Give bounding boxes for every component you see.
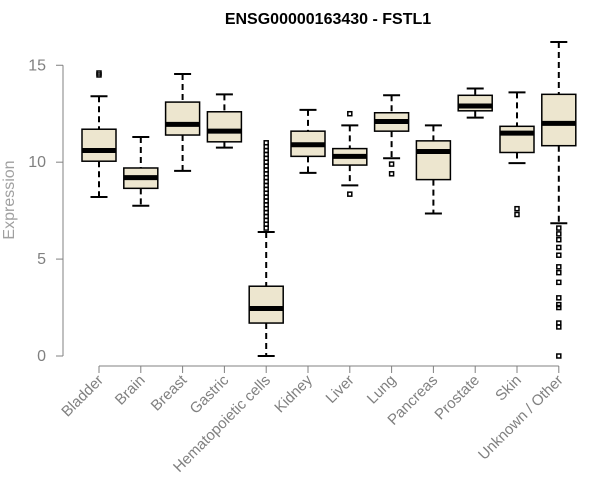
outlier-point [556, 269, 562, 276]
box-iqr [499, 125, 535, 154]
outlier-point [556, 279, 562, 286]
box-bladder [81, 70, 117, 199]
x-tick-label: Brain [112, 372, 149, 409]
box-liver [332, 110, 368, 197]
x-tick-label: Breast [148, 371, 191, 414]
box-pancreas [415, 124, 452, 215]
y-axis: 0 5 10 15 [28, 57, 64, 365]
box-iqr [164, 101, 201, 136]
x-tick-label: Lung [364, 372, 400, 408]
x-tick-label: Kidney [271, 371, 316, 416]
outlier-point [556, 236, 562, 243]
box-gastric [206, 93, 243, 149]
box-brain [123, 135, 159, 207]
x-tick-label: Liver [323, 372, 358, 407]
outlier-point [556, 320, 562, 326]
outlier-point [514, 205, 520, 212]
box-unknown-other [541, 41, 577, 359]
y-tick-label: 5 [37, 251, 46, 268]
box-iqr [81, 128, 117, 162]
box-lung [373, 94, 410, 177]
y-tick-label: 15 [28, 57, 46, 74]
boxes-group [81, 41, 577, 359]
outlier-point [556, 244, 562, 251]
x-tick-label: Skin [492, 372, 525, 405]
box-iqr [415, 140, 452, 181]
outlier-point [556, 264, 562, 270]
box-hematopoietic-cells [248, 140, 284, 357]
outlier-point [263, 140, 269, 146]
outlier-point [556, 295, 562, 301]
box-iqr [541, 93, 577, 147]
x-tick-label: Prostate [431, 372, 483, 424]
box-iqr [206, 111, 243, 143]
box-iqr [248, 285, 284, 324]
outlier-point [96, 70, 102, 76]
y-axis-title: Expression [1, 160, 18, 239]
outlier-point [388, 171, 395, 177]
outlier-point [556, 301, 562, 308]
outlier-point [347, 191, 353, 197]
box-iqr [457, 94, 493, 112]
outlier-point [556, 225, 562, 231]
outlier-point [556, 231, 562, 237]
x-tick-label: Bladder [58, 372, 107, 421]
outlier-point [556, 353, 562, 359]
outlier-point [556, 304, 562, 311]
y-tick-label: 10 [28, 154, 46, 171]
box-breast [164, 72, 201, 172]
chart-title: ENSG00000163430 - FSTL1 [225, 11, 431, 28]
box-kidney [290, 108, 326, 174]
outlier-point [347, 110, 353, 117]
outlier-point [388, 161, 395, 167]
outlier-point [514, 211, 520, 218]
box-skin [499, 91, 535, 218]
y-tick-label: 0 [37, 348, 46, 365]
box-prostate [457, 87, 493, 119]
outlier-point [556, 252, 562, 258]
